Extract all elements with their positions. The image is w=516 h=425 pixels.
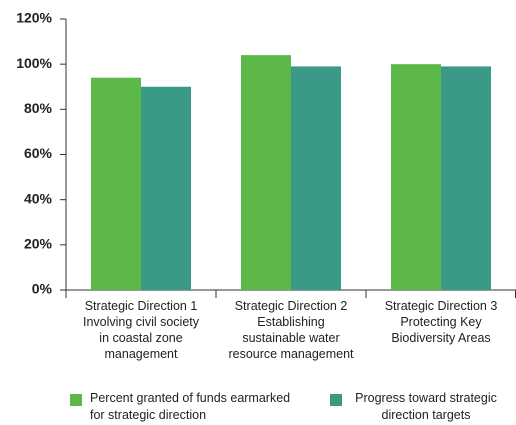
legend-swatch: [330, 394, 342, 406]
y-tick-label: 40%: [24, 190, 53, 206]
bar: [291, 66, 341, 290]
bar: [441, 66, 491, 290]
x-tick-label: Strategic Direction 2 Establishing susta…: [228, 299, 354, 361]
x-tick-label: Strategic Direction 1 Involving civil so…: [82, 299, 199, 361]
y-tick-label: 80%: [24, 100, 53, 116]
y-tick-label: 120%: [16, 10, 52, 26]
legend-label: Progress toward strategic direction targ…: [355, 391, 497, 422]
legend-swatch: [70, 394, 82, 406]
legend-label: Percent granted of funds earmarked for s…: [90, 391, 291, 422]
x-tick-label: Strategic Direction 3 Protecting Key Bio…: [384, 299, 498, 345]
y-tick-label: 20%: [24, 236, 53, 252]
bar: [91, 77, 141, 290]
bar: [241, 55, 291, 291]
bar: [391, 64, 441, 291]
bar: [141, 86, 191, 290]
y-tick-label: 0%: [32, 281, 53, 297]
y-tick-label: 60%: [24, 145, 53, 161]
y-tick-label: 100%: [16, 55, 52, 71]
